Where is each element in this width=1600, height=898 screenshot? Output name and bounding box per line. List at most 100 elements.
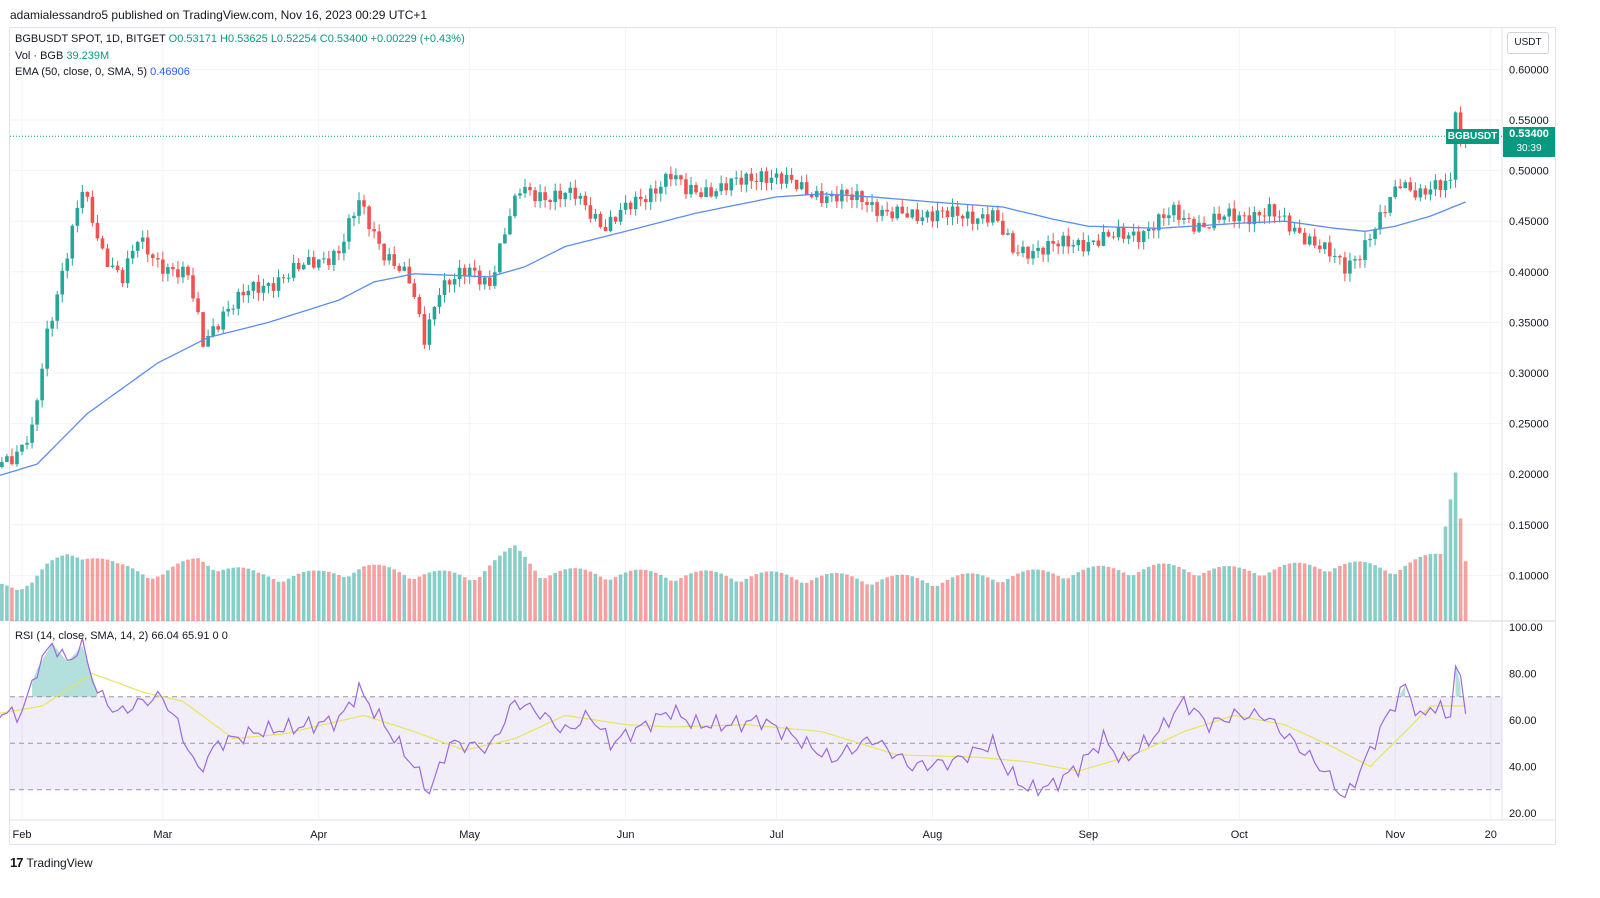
volume-bar [1076, 572, 1081, 621]
candle-body [261, 285, 266, 293]
volume-bar [150, 578, 155, 621]
candle-body [1358, 259, 1362, 261]
candle-body [1177, 204, 1181, 220]
volume-bar [35, 575, 39, 621]
candle-body [870, 202, 874, 205]
volume-bar [1433, 553, 1438, 621]
volume-bar [342, 577, 346, 621]
candle-body [105, 248, 110, 268]
candle-body [432, 306, 437, 320]
price-tick-label: 0.15000 [1509, 520, 1549, 532]
candle-body [100, 238, 105, 249]
volume-bar [1363, 562, 1367, 621]
volume-bar [819, 575, 824, 621]
volume-bar [286, 578, 291, 621]
time-tick-label: Apr [310, 829, 327, 841]
footer-brand-label: TradingView [26, 855, 93, 870]
volume-bar [1106, 566, 1111, 621]
volume-bar [186, 559, 190, 621]
volume-bar [1232, 566, 1237, 621]
rsi-line [0, 638, 1467, 799]
volume-bar [120, 564, 125, 621]
volume-bar [1292, 562, 1297, 621]
candle-body [372, 229, 376, 232]
candle-body [125, 258, 130, 284]
candle-body [975, 218, 980, 224]
currency-button[interactable]: USDT [1507, 32, 1549, 54]
volume-bar [1006, 578, 1010, 621]
volume-bar [110, 561, 115, 621]
candle-body [1222, 216, 1226, 220]
candle-body [1433, 180, 1438, 190]
candle-body [327, 258, 331, 265]
candle-body [472, 267, 477, 271]
volume-bar [30, 582, 34, 621]
volume-bar [422, 574, 427, 621]
candle-body [553, 190, 557, 203]
candle-body [895, 206, 900, 219]
candle-body [206, 335, 210, 347]
volume-bar [900, 574, 905, 621]
volume-bar [503, 551, 507, 621]
candle-body [533, 190, 537, 202]
volume-bar [105, 559, 110, 621]
candle-body [221, 311, 225, 330]
volume-bar [769, 571, 774, 621]
volume-bar [925, 583, 930, 621]
time-tick-label: Oct [1231, 829, 1248, 841]
time-tick-label: Feb [13, 829, 32, 841]
candle-body [191, 275, 195, 299]
volume-bar [523, 556, 527, 621]
candle-body [1051, 240, 1055, 244]
candle-body [965, 211, 970, 219]
volume-bar [241, 567, 246, 621]
open-value: O0.53171 [168, 33, 217, 45]
volume-bar [40, 569, 44, 621]
volume-bar [201, 561, 205, 621]
candle-body [990, 210, 995, 223]
candle-body [694, 184, 698, 193]
volume-bar [809, 580, 814, 621]
footer-brand[interactable]: 17 TradingView [10, 855, 93, 870]
volume-bar [1096, 565, 1101, 621]
volume-bar [1156, 563, 1161, 621]
volume-bar [945, 579, 950, 621]
volume-bar [1091, 566, 1096, 621]
volume-bar [367, 565, 371, 621]
rsi-ma-value: 65.91 [181, 630, 210, 642]
volume-bar [1463, 561, 1468, 621]
volume-bar [980, 575, 985, 621]
candle-body [1237, 215, 1242, 222]
volume-bar [880, 579, 884, 621]
candle-body [1333, 255, 1337, 257]
volume-bar [1438, 554, 1443, 621]
candle-body [1418, 188, 1423, 198]
time-tick-label: Nov [1385, 829, 1405, 841]
candle-body [40, 368, 44, 401]
candle-body [935, 210, 940, 222]
symbol-price-tag: BGBUSDT [1446, 129, 1499, 144]
volume-bar [1458, 518, 1463, 621]
candle-body [216, 326, 220, 330]
candle-body [910, 209, 915, 218]
candle-body [1292, 227, 1297, 232]
volume-bar [191, 558, 195, 621]
volume-bar [1011, 576, 1015, 621]
volume-bar [60, 555, 65, 621]
volume-bar [135, 571, 140, 621]
chart-frame[interactable] [9, 27, 1556, 845]
rsi-label: RSI (14, close, SMA, 14, 2) [15, 630, 149, 642]
candle-body [1403, 182, 1408, 189]
volume-bar [1358, 561, 1362, 621]
candle-body [1317, 245, 1322, 250]
candle-body [90, 196, 95, 223]
candle-body [387, 254, 391, 261]
candle-body [633, 196, 638, 210]
publisher-line: adamialessandro5 published on TradingVie… [10, 8, 428, 22]
candle-body [915, 209, 920, 222]
volume-bar [598, 576, 603, 621]
candle-body [1252, 212, 1257, 225]
volume-bar [613, 576, 618, 621]
candle-body [301, 264, 306, 270]
